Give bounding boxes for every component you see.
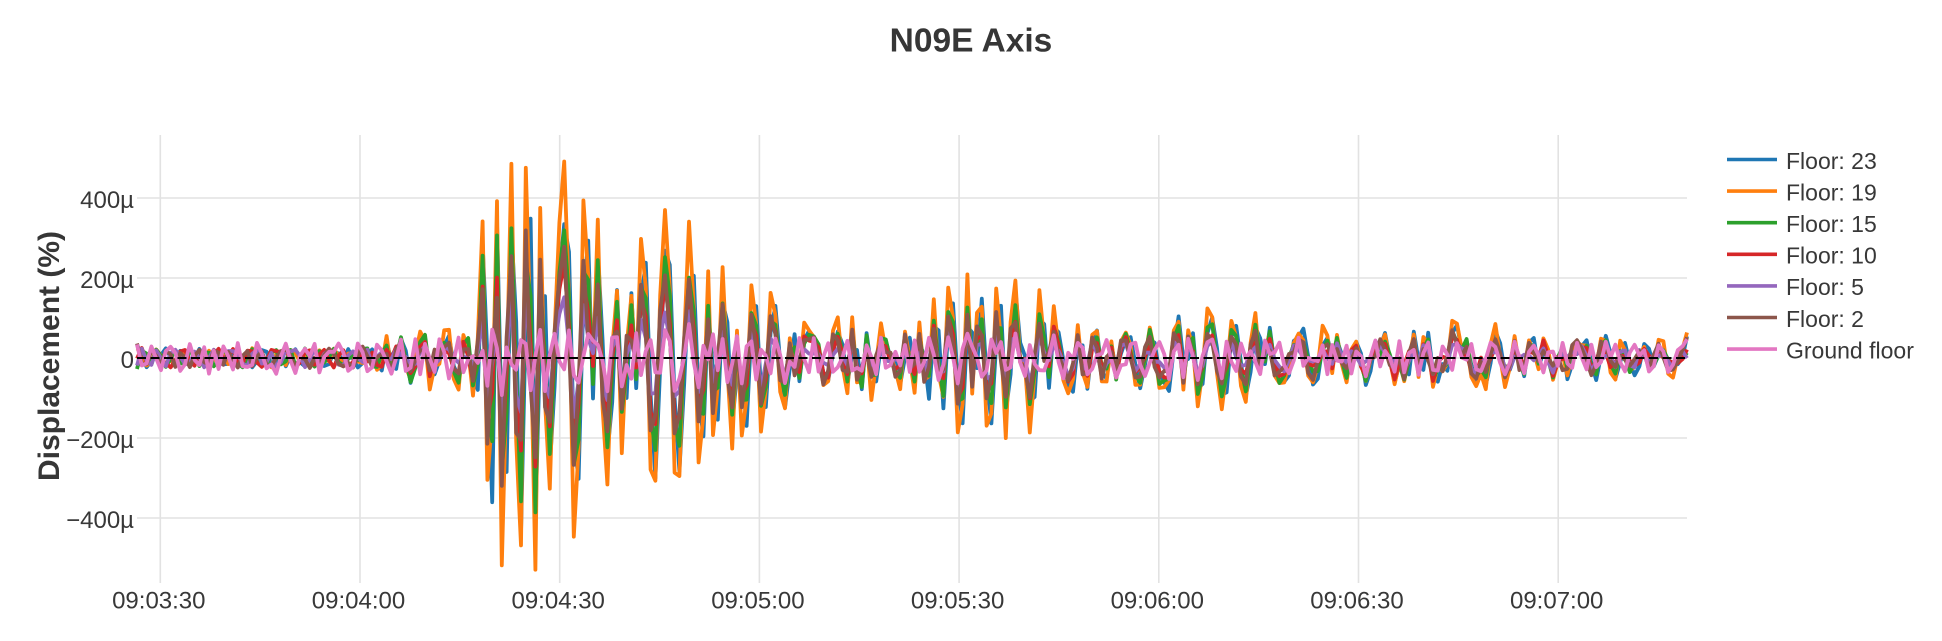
svg-text:Floor: 10: Floor: 10	[1786, 243, 1877, 269]
svg-text:09:05:00: 09:05:00	[711, 588, 804, 615]
svg-text:−400µ: −400µ	[66, 507, 134, 534]
svg-text:400µ: 400µ	[80, 187, 134, 214]
svg-text:0: 0	[121, 347, 134, 374]
svg-text:Floor: 2: Floor: 2	[1786, 306, 1864, 332]
svg-text:09:05:30: 09:05:30	[911, 588, 1004, 615]
svg-text:Floor: 23: Floor: 23	[1786, 148, 1877, 174]
svg-text:09:07:00: 09:07:00	[1510, 588, 1603, 615]
svg-text:09:06:00: 09:06:00	[1111, 588, 1204, 615]
svg-text:Floor: 19: Floor: 19	[1786, 179, 1877, 205]
svg-text:09:04:00: 09:04:00	[312, 588, 405, 615]
svg-text:200µ: 200µ	[80, 267, 134, 294]
svg-text:09:03:30: 09:03:30	[112, 588, 205, 615]
svg-text:Floor: 15: Floor: 15	[1786, 211, 1877, 237]
svg-text:Ground floor: Ground floor	[1786, 337, 1914, 363]
svg-text:−200µ: −200µ	[66, 427, 134, 454]
svg-text:09:06:30: 09:06:30	[1310, 588, 1403, 615]
svg-text:Floor: 5: Floor: 5	[1786, 274, 1864, 300]
svg-text:Displacement (%): Displacement (%)	[33, 231, 66, 481]
svg-text:09:04:30: 09:04:30	[511, 588, 604, 615]
svg-text:N09E Axis: N09E Axis	[890, 23, 1053, 60]
